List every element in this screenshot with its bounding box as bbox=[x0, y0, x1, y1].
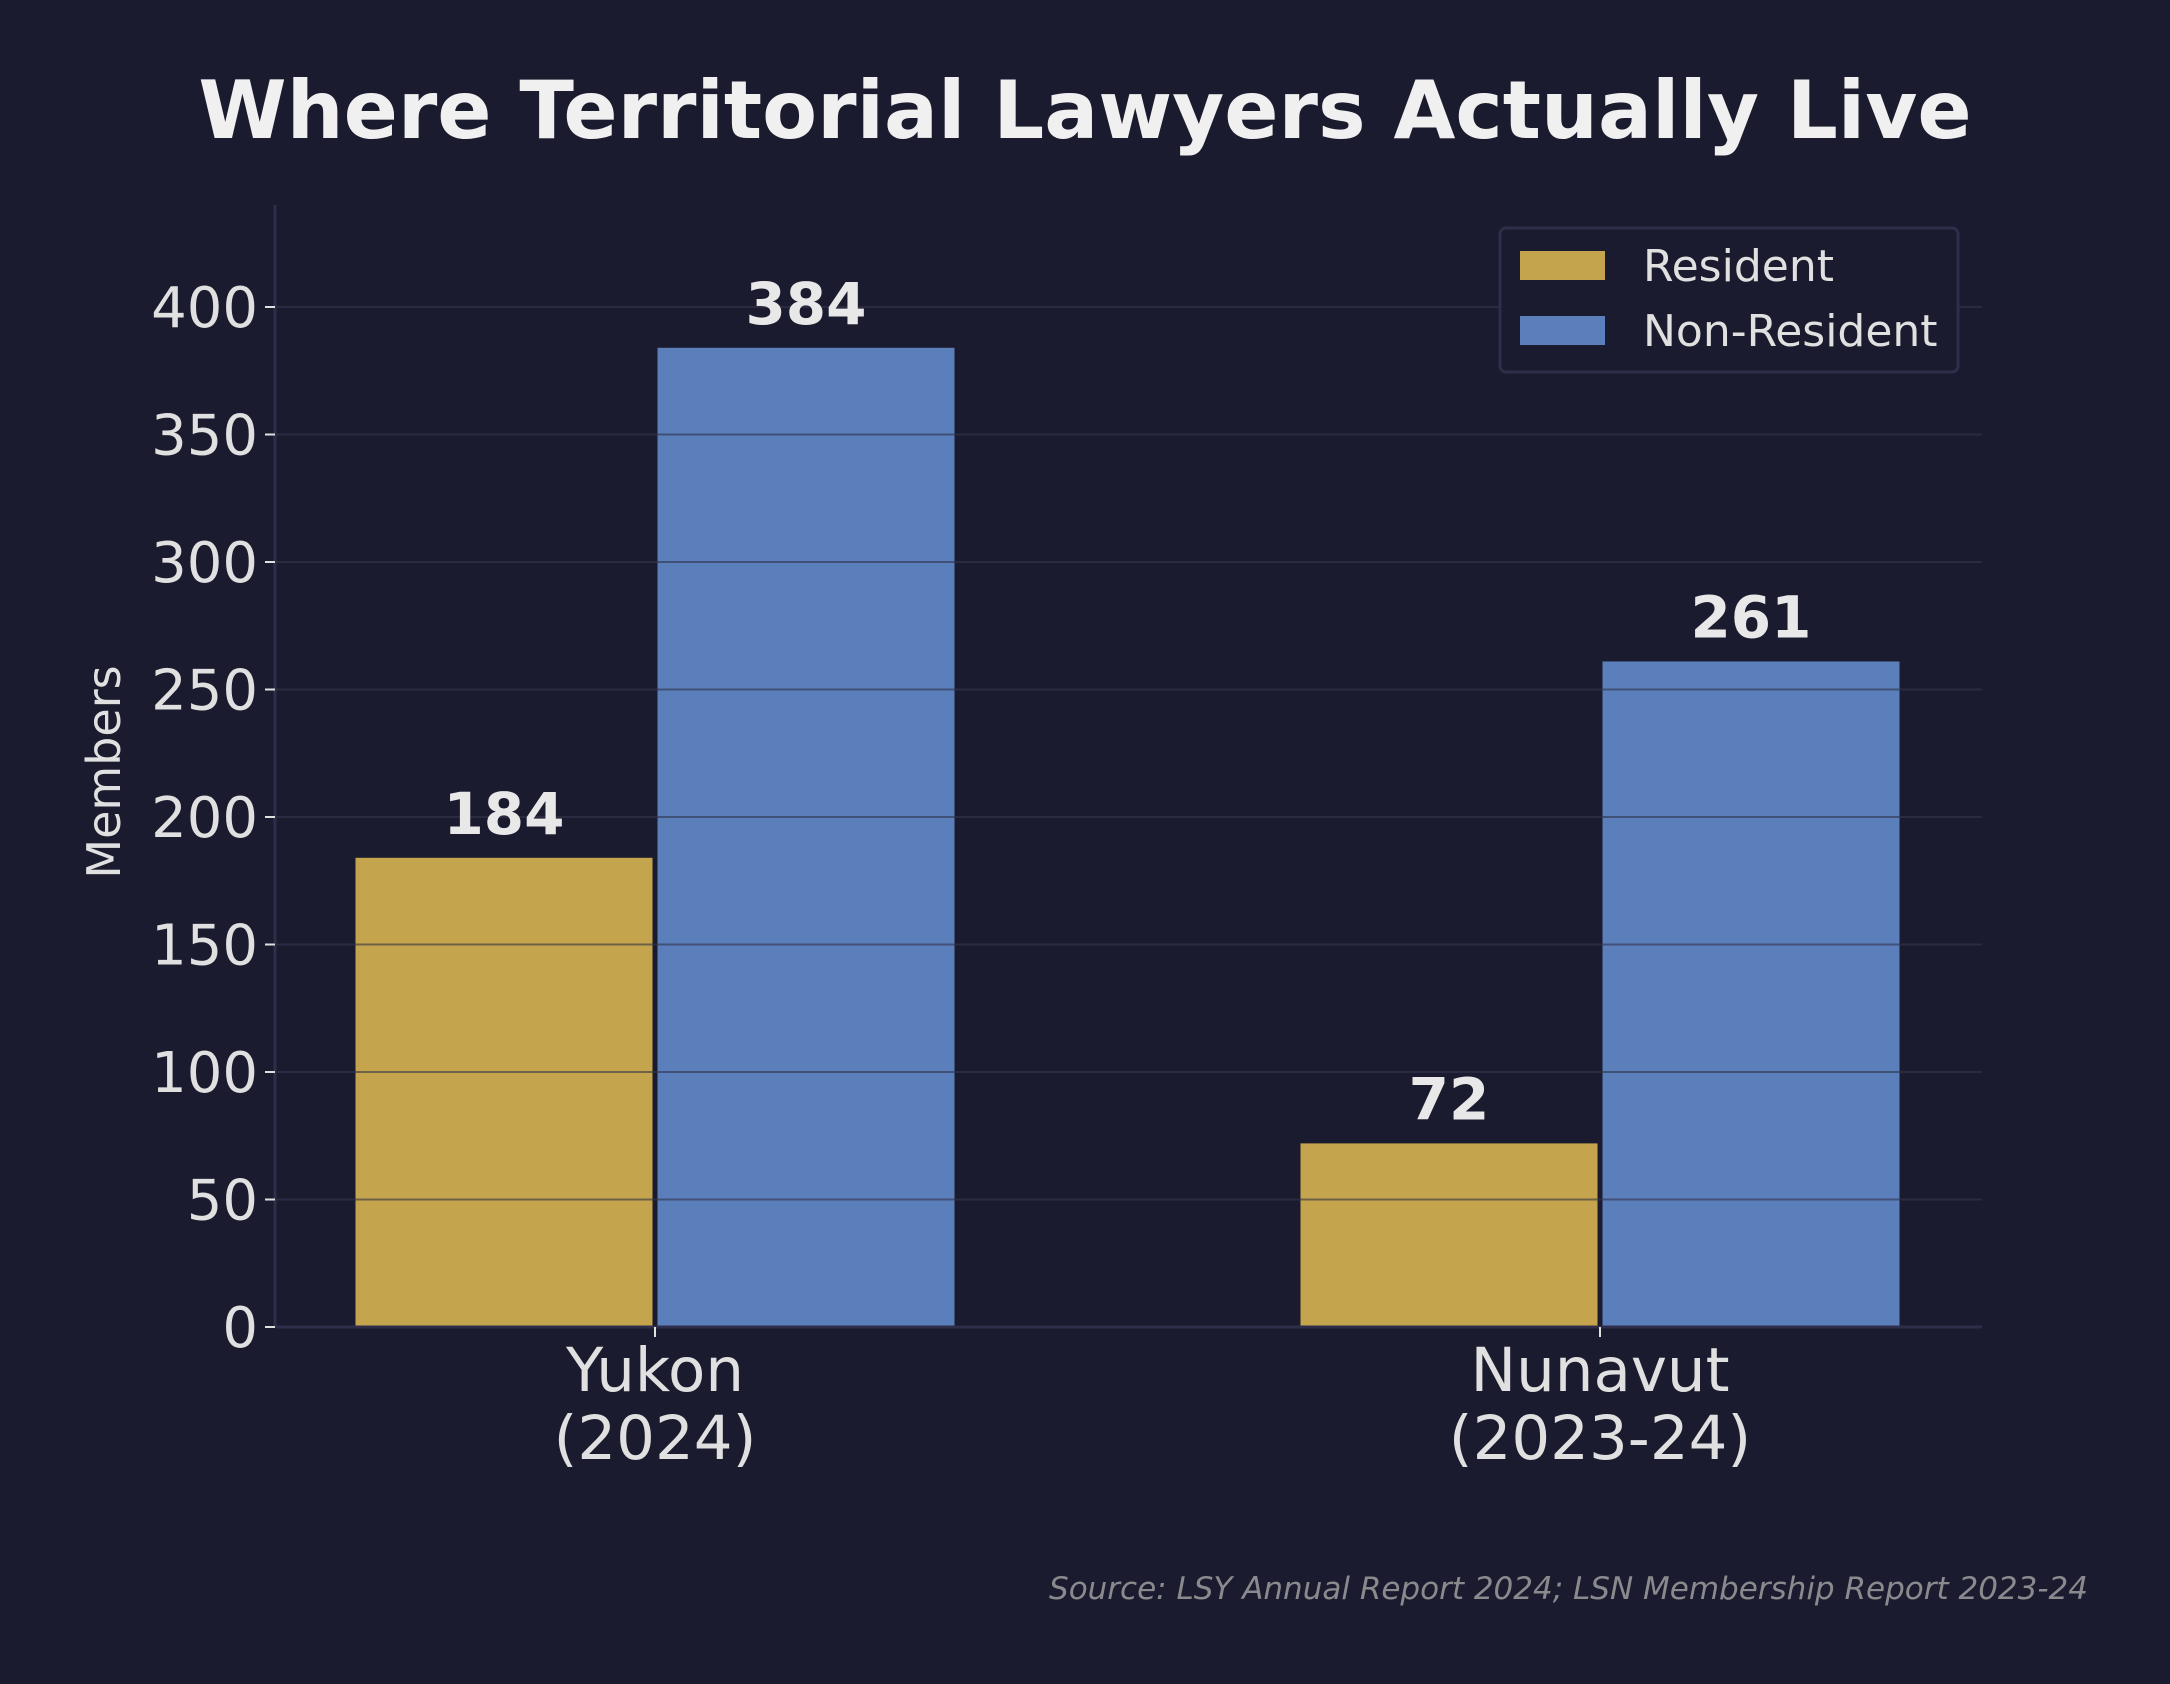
y-tick-label: 350 bbox=[151, 404, 258, 469]
y-ticks: 0 50 100 150 200 250 300 350 400 bbox=[151, 276, 275, 1361]
y-tick-label: 200 bbox=[151, 786, 258, 851]
x-category-label: Nunavut bbox=[1470, 1335, 1729, 1406]
y-tick-label: 50 bbox=[187, 1169, 258, 1234]
y-tick-label: 0 bbox=[222, 1296, 258, 1361]
y-tick-label: 250 bbox=[151, 659, 258, 724]
source-note: Source: LSY Annual Report 2024; LSN Memb… bbox=[1049, 1571, 2088, 1607]
axes bbox=[273, 205, 1982, 1329]
bars bbox=[275, 306, 1982, 1327]
bar-non-resident-0 bbox=[657, 347, 955, 1327]
x-category-label: (2023-24) bbox=[1449, 1403, 1751, 1474]
data-label-non-resident-1: 261 bbox=[1690, 583, 1811, 651]
data-label-resident-1: 72 bbox=[1409, 1065, 1490, 1133]
chart-title: Where Territorial Lawyers Actually Live bbox=[198, 64, 1971, 157]
bar-resident-1 bbox=[1300, 1143, 1598, 1327]
legend-frame bbox=[1498, 226, 1960, 374]
legend-swatch-resident bbox=[1520, 251, 1605, 280]
y-tick-label: 400 bbox=[151, 276, 258, 341]
y-axis-label: Members bbox=[77, 665, 131, 878]
x-category-label: (2024) bbox=[554, 1403, 757, 1474]
legend: Resident Non-Resident bbox=[1498, 226, 1960, 374]
y-tick-label: 100 bbox=[151, 1041, 258, 1106]
legend-label-resident: Resident bbox=[1643, 241, 1834, 292]
data-label-resident-0: 184 bbox=[443, 780, 564, 848]
bar-resident-0 bbox=[355, 857, 653, 1327]
y-tick-label: 300 bbox=[151, 531, 258, 596]
legend-swatch-non-resident bbox=[1520, 316, 1605, 345]
bar-non-resident-1 bbox=[1602, 661, 1900, 1327]
data-label-non-resident-0: 384 bbox=[745, 270, 866, 338]
x-categories: Yukon(2024) Nunavut(2023-24) bbox=[554, 1327, 1751, 1474]
x-category-label: Yukon bbox=[565, 1335, 744, 1406]
legend-label-non-resident: Non-Resident bbox=[1643, 306, 1938, 357]
data-labels: 184 72 384 261 bbox=[443, 270, 1811, 1134]
y-tick-label: 150 bbox=[151, 914, 258, 979]
